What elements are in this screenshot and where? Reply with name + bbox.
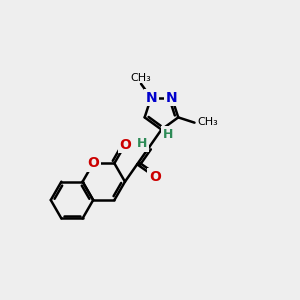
Text: CH₃: CH₃ [197,117,218,127]
Text: H: H [136,137,147,150]
Text: O: O [149,170,161,184]
Text: O: O [119,138,131,152]
Text: CH₃: CH₃ [130,73,151,82]
Text: H: H [163,128,173,141]
Text: N: N [166,91,178,105]
Text: N: N [145,91,157,105]
Text: O: O [87,156,99,170]
